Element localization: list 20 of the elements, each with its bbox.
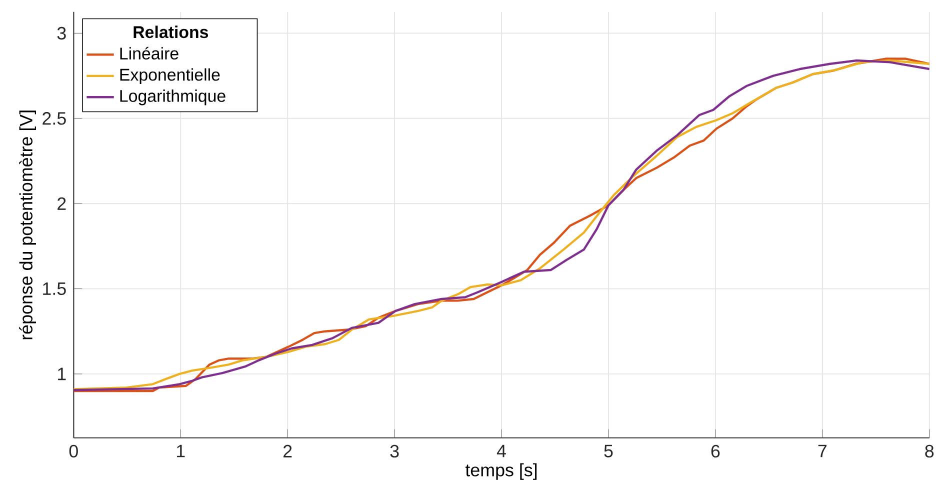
y-tick-label: 1.5 — [43, 282, 66, 296]
legend-title: Relations — [134, 26, 208, 38]
x-tick-label: 0 — [69, 445, 78, 458]
x-tick-label: 8 — [925, 445, 934, 458]
x-tick-label: 5 — [604, 445, 613, 458]
y-tick-label: 2 — [58, 198, 66, 210]
x-tick-label: 4 — [496, 445, 506, 458]
y-axis-title: réponse du potentiomètre [V] — [19, 110, 36, 340]
x-tick-label: 3 — [390, 445, 399, 458]
x-tick-label: 2 — [284, 445, 292, 458]
x-tick-label: 6 — [711, 445, 720, 458]
x-tick-label: 1 — [177, 445, 185, 458]
y-tick-label: 1 — [58, 368, 66, 380]
y-tick-label: 2.5 — [42, 112, 66, 125]
x-axis-title: temps [s] — [465, 463, 537, 480]
legend-label: Linéaire — [120, 47, 178, 60]
y-tick-label: 3 — [57, 27, 66, 40]
legend-label: Logarithmique — [120, 90, 226, 106]
x-tick-label: 7 — [818, 445, 826, 458]
legend-label: Exponentielle — [120, 68, 220, 84]
